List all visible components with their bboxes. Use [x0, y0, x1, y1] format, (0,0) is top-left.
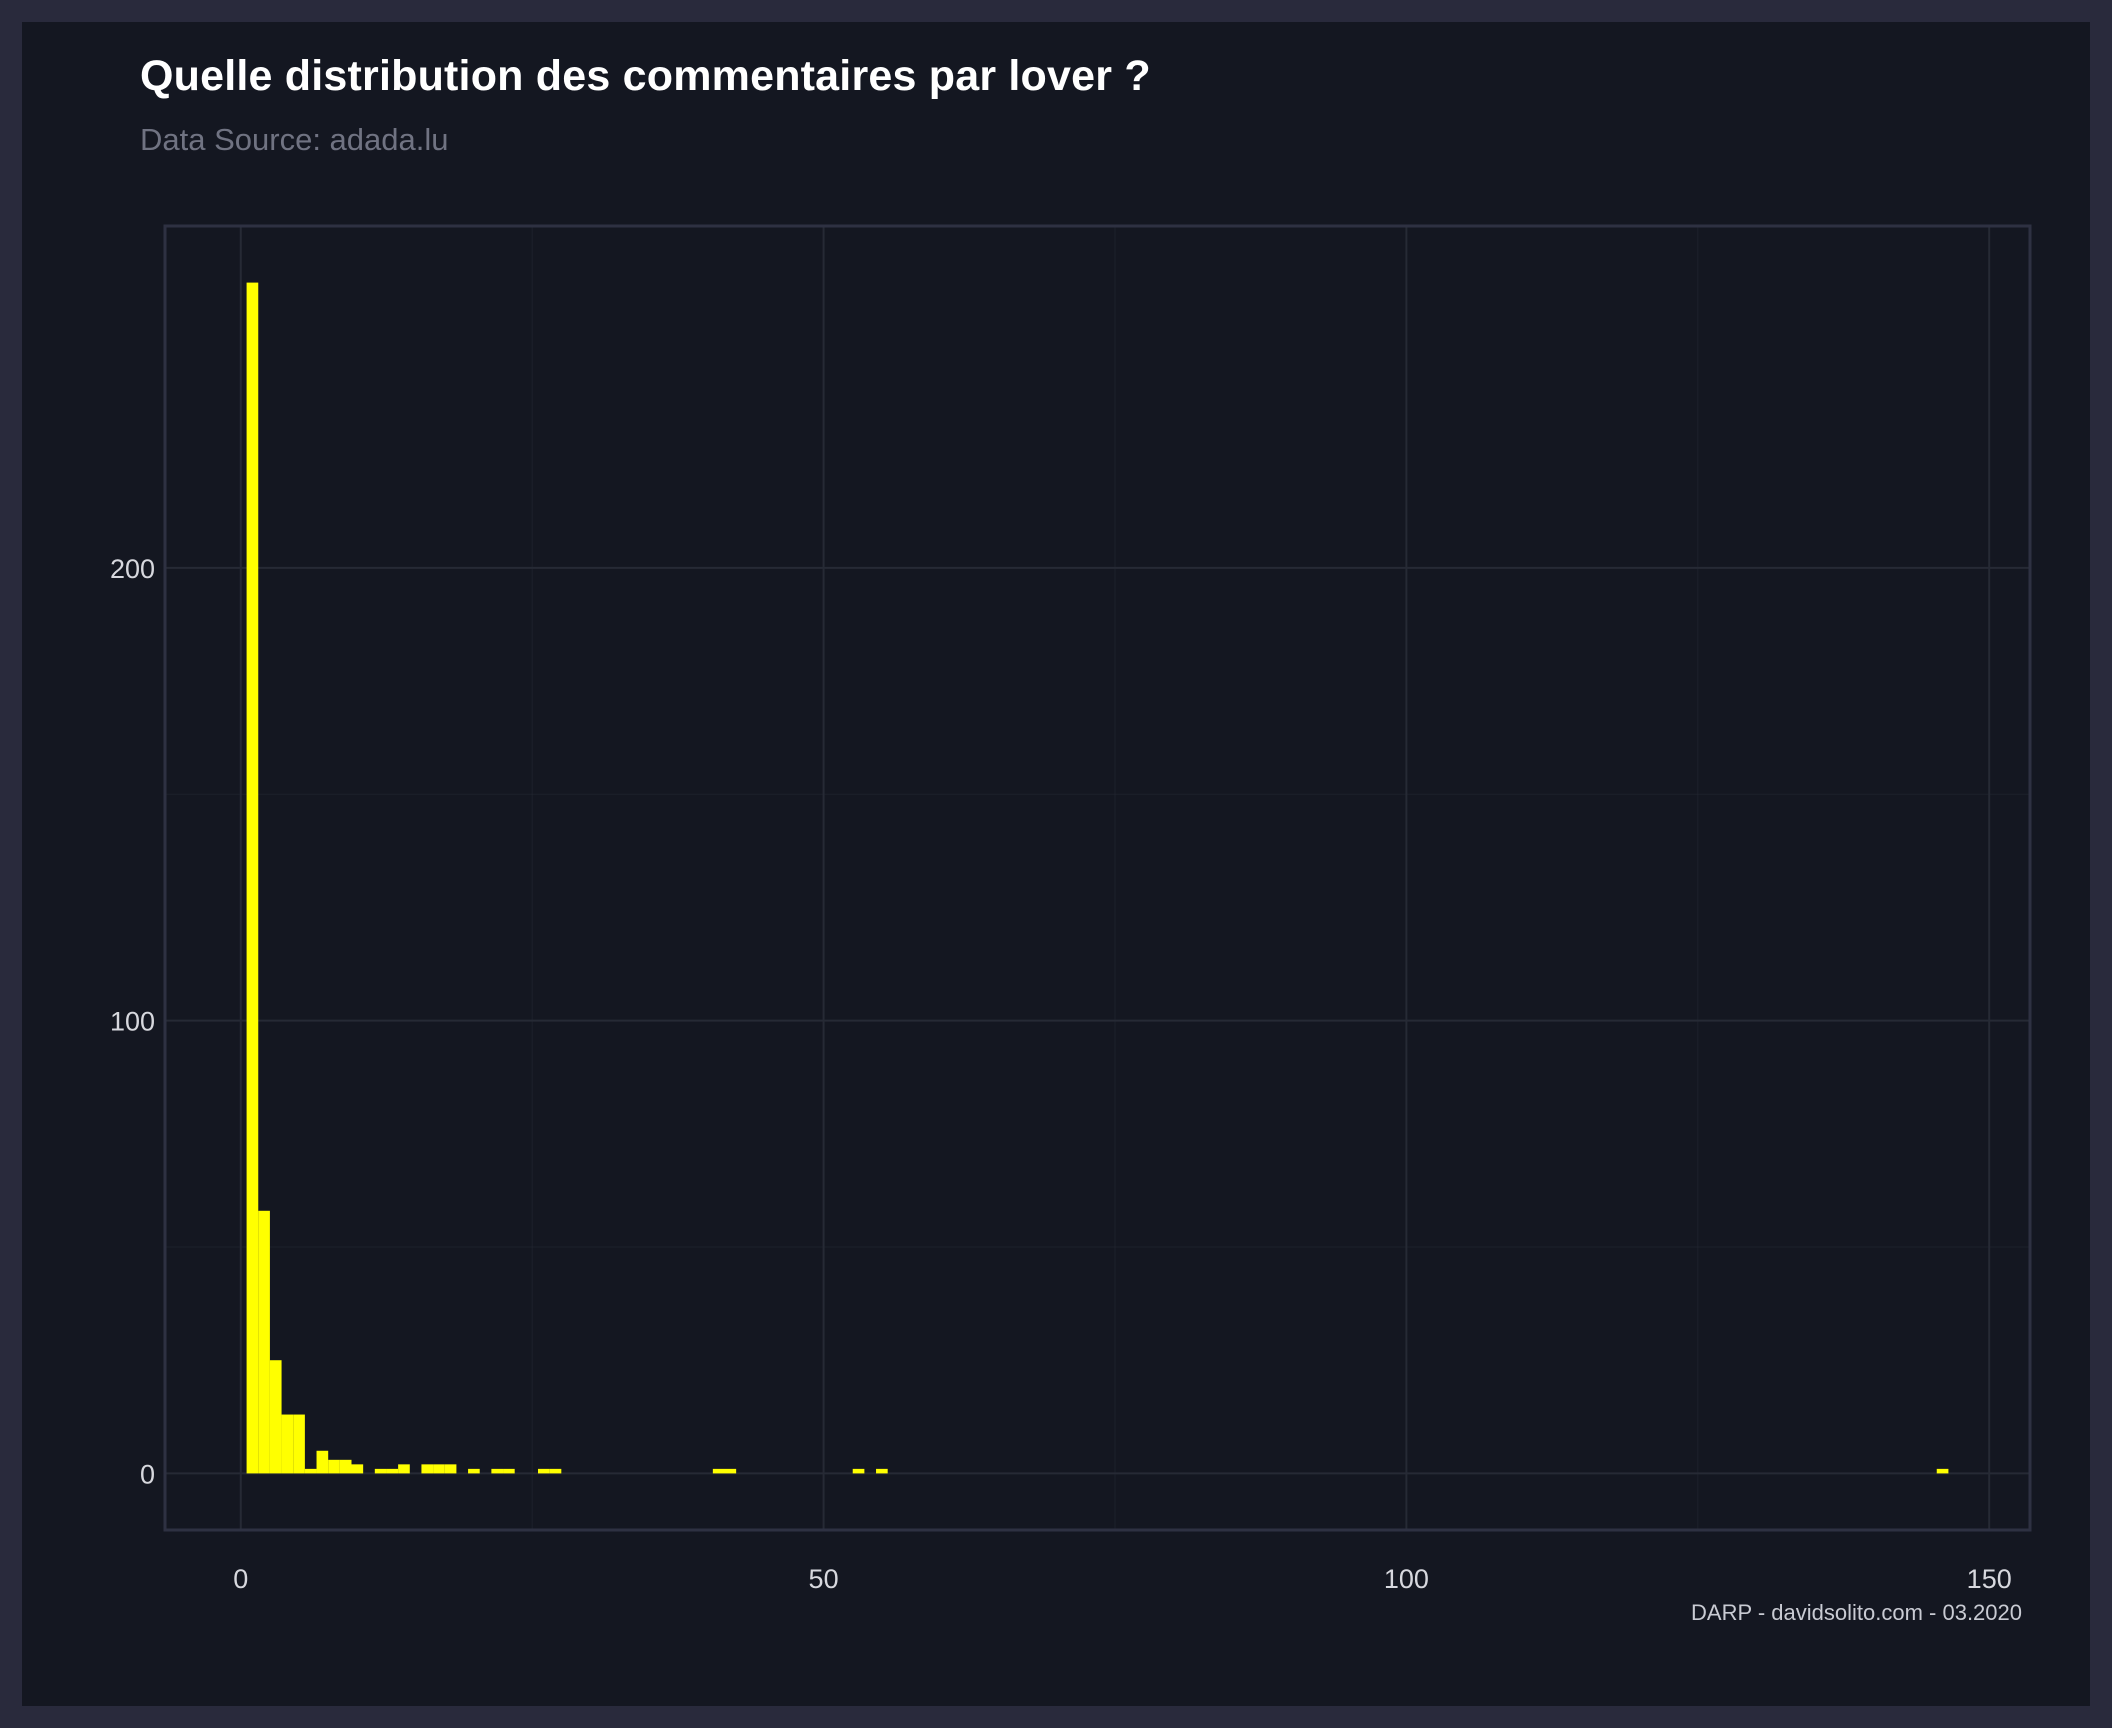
histogram-bar	[316, 1450, 329, 1474]
histogram-bar	[1936, 1468, 1949, 1474]
histogram-bar	[503, 1468, 515, 1474]
histogram-bar	[549, 1468, 562, 1474]
histogram-bar	[398, 1464, 410, 1474]
chart-title: Quelle distribution des commentaires par…	[140, 52, 1151, 100]
chart-subtitle: Data Source: adada.lu	[140, 122, 449, 157]
y-tick-label: 200	[110, 554, 155, 584]
histogram-bar	[444, 1464, 457, 1474]
histogram-bar	[293, 1414, 305, 1474]
histogram-bar	[351, 1464, 364, 1474]
histogram-bars	[246, 282, 1949, 1474]
x-tick-label: 100	[1384, 1564, 1429, 1594]
x-tick-label: 50	[809, 1564, 839, 1594]
histogram-bar	[491, 1468, 504, 1474]
y-axis: 0 100 200	[110, 554, 155, 1490]
histogram-bar	[724, 1468, 737, 1474]
histogram-bar	[876, 1468, 888, 1474]
histogram-bar	[852, 1468, 865, 1474]
histogram-bar	[538, 1468, 550, 1474]
histogram-bar	[269, 1360, 282, 1474]
histogram-bar	[281, 1414, 294, 1474]
histogram-bar	[421, 1464, 434, 1474]
x-axis: 0 50 100 150	[233, 1564, 2011, 1594]
chart-frame	[22, 22, 2090, 1706]
x-tick-label: 150	[1967, 1564, 2012, 1594]
histogram-bar	[386, 1468, 399, 1474]
grid-lines	[165, 226, 2030, 1530]
histogram-bar	[328, 1459, 340, 1474]
y-tick-label: 100	[110, 1007, 155, 1037]
y-tick-label: 0	[140, 1459, 155, 1489]
histogram-bar	[374, 1468, 387, 1474]
histogram-bar	[468, 1468, 480, 1474]
histogram-bar	[712, 1468, 725, 1474]
chart-caption: DARP - davidsolito.com - 03.2020	[1691, 1600, 2022, 1625]
x-tick-label: 0	[233, 1564, 248, 1594]
histogram-bar	[339, 1459, 352, 1474]
histogram-bar	[258, 1210, 270, 1474]
histogram-bar	[246, 282, 259, 1474]
plot-panel-border	[163, 224, 2032, 1532]
histogram-bar	[304, 1468, 317, 1474]
histogram-bar	[433, 1464, 445, 1474]
